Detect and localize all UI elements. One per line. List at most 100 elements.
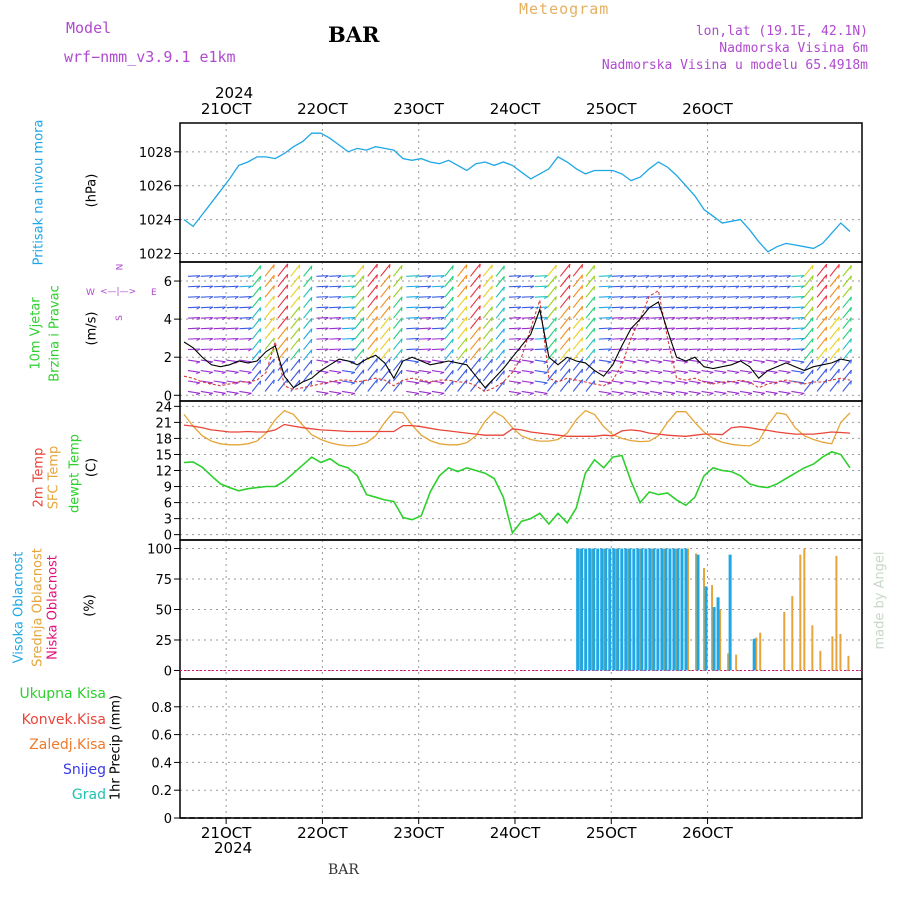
wind-arrow-head <box>234 348 239 352</box>
wind-arrow <box>624 285 637 288</box>
wind-arrow-head <box>543 285 548 289</box>
wind-arrow <box>547 359 557 371</box>
wind-arrow-head <box>530 285 535 289</box>
wind-arrow-head <box>800 296 805 300</box>
wind-arrow-head <box>259 317 262 323</box>
wind-arrow <box>367 284 378 298</box>
wind-arrow-head <box>800 372 805 375</box>
wind-arrow-head <box>503 286 505 291</box>
wind-arrow <box>714 296 727 298</box>
wind-arrow <box>842 348 852 361</box>
wind-arrow-head <box>362 285 365 291</box>
wind-arrow-head <box>825 379 828 384</box>
wind-arrow <box>187 337 201 340</box>
wind-arrow <box>239 337 252 340</box>
wind-arrow-head <box>838 348 840 353</box>
wind-arrow-head <box>619 327 624 331</box>
wind-arrow-head <box>286 284 289 289</box>
wind-arrow-head <box>427 348 432 352</box>
wind-arrow-head <box>658 296 663 300</box>
x-tick-label-bottom: 21OCT <box>201 824 252 842</box>
wind-arrow-head <box>761 317 766 321</box>
wind-arrow <box>765 390 778 394</box>
wind-arrow-head <box>222 306 226 310</box>
wind-arrow-head <box>400 328 403 333</box>
wind-arrow <box>739 369 752 373</box>
wind-arrow-head <box>491 296 493 301</box>
y-tick-label: 1024 <box>139 214 172 229</box>
wind-arrow-head <box>825 264 828 269</box>
wind-arrow <box>419 369 432 373</box>
wind-arrow <box>688 369 701 373</box>
wind-arrow <box>392 265 403 277</box>
wind-arrow <box>714 285 727 288</box>
wind-arrow-head <box>273 264 275 269</box>
wind-arrow-head <box>427 392 432 396</box>
wind-arrow-head <box>670 382 676 385</box>
wind-arrow-head <box>310 328 313 333</box>
wind-arrow-head <box>376 264 378 269</box>
wind-arrow <box>752 275 765 277</box>
wind-arrow-head <box>415 348 420 352</box>
wind-arrow <box>419 296 432 298</box>
wind-arrow-head <box>555 285 557 291</box>
wind-arrow-head <box>748 275 753 279</box>
wind-arrow-head <box>337 285 342 289</box>
wind-arrow <box>701 296 714 298</box>
cloud-high-bar <box>668 548 672 671</box>
cloud-high-bar <box>672 548 676 671</box>
wind-arrow <box>380 368 391 382</box>
wind-arrow-head <box>529 361 534 364</box>
wind-arrow-head <box>671 285 676 289</box>
wind-arrow <box>778 359 791 363</box>
wind-arrow <box>816 316 828 329</box>
wind-arrow-head <box>414 361 419 364</box>
wind-arrow <box>187 285 201 288</box>
wind-arrow <box>842 296 852 309</box>
wind-arrow <box>277 305 289 319</box>
wind-arrow-head <box>222 275 226 279</box>
wind-arrow-head <box>310 380 313 386</box>
wind-arrow <box>765 306 778 309</box>
wind-arrow <box>559 295 571 309</box>
wind-arrow <box>406 285 419 288</box>
wind-arrow-head <box>503 265 505 270</box>
wind-arrow-head <box>414 371 419 375</box>
wind-arrow <box>662 380 675 384</box>
wind-arrow <box>457 348 468 361</box>
wind-arrow-head <box>735 348 740 352</box>
wind-arrow <box>803 285 814 298</box>
wind-arrow-head <box>811 285 814 291</box>
wind-arrow <box>354 306 365 319</box>
x-tick-label-bottom: 24OCT <box>490 824 541 842</box>
wind-arrow-head <box>773 361 778 364</box>
wind-arrow <box>444 307 454 319</box>
wind-arrow-head <box>735 327 740 331</box>
wind-arrow <box>611 348 624 351</box>
wind-arrow-head <box>825 326 828 331</box>
wind-arrow <box>226 369 239 373</box>
wind-arrow-head <box>234 371 239 375</box>
wind-arrow-head <box>632 317 637 321</box>
wind-arrow-head <box>440 392 445 396</box>
wind-arrow-head <box>697 275 701 279</box>
wind-arrow-head <box>273 306 275 311</box>
wind-arrow <box>380 326 391 340</box>
wind-arrow-head <box>248 338 252 342</box>
wind-arrow <box>457 369 468 382</box>
cloud-high-bar <box>628 548 632 671</box>
wind-arrow <box>803 359 814 371</box>
wind-arrow-head <box>850 307 852 312</box>
wind-arrow-head <box>581 295 584 300</box>
wind-arrow <box>572 284 584 298</box>
wind-arrow <box>444 317 454 329</box>
wind-arrow <box>778 337 791 340</box>
wind-arrow-head <box>491 327 493 332</box>
coords: lon,lat (19.1E, 42.1N) <box>695 24 868 39</box>
wind-arrow-head <box>671 338 676 342</box>
wind-arrow-head <box>452 265 454 270</box>
wind-arrow-head <box>337 275 342 279</box>
wind-arrow <box>650 390 663 394</box>
wind-arrow <box>431 348 445 351</box>
wind-arrow-head <box>697 296 701 300</box>
